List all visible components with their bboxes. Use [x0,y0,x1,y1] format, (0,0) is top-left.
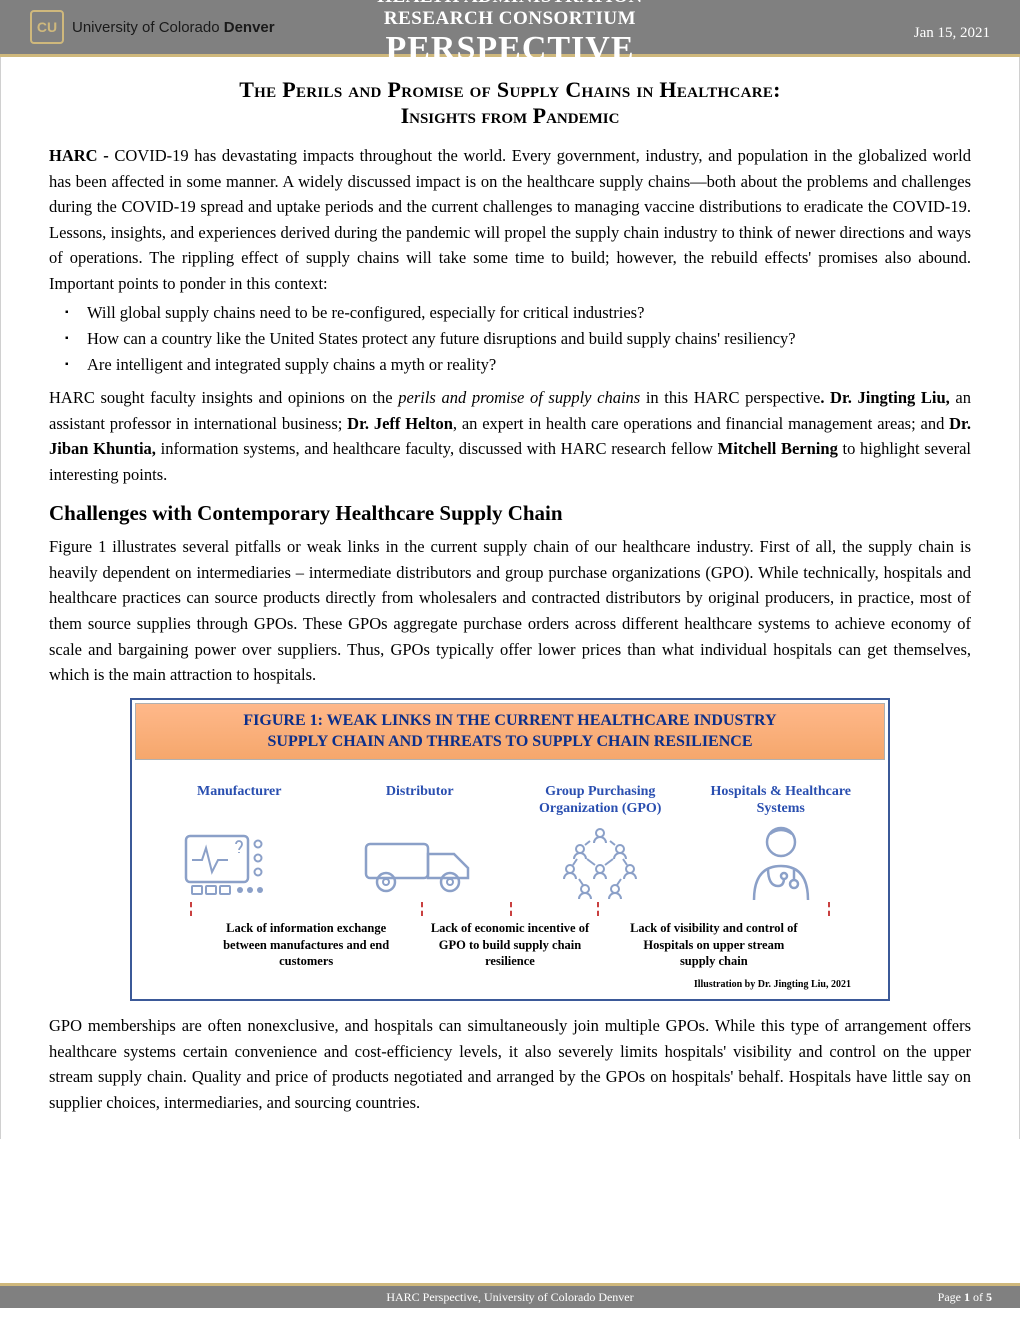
header-line2: RESEARCH CONSORTIUM [377,8,642,30]
footer-page-of: of [970,1290,986,1304]
page: CU University of Colorado Denver HEALTH … [0,0,1020,1320]
header-date: Jan 15, 2021 [914,25,990,42]
main-title: The Perils and Promise of Supply Chains … [49,77,971,103]
figure-column-labels: Manufacturer Distributor Group Purchasin… [149,784,871,818]
figure-credit: Illustration by Dr. Jingting Liu, 2021 [149,979,871,990]
logo-group: CU University of Colorado Denver [30,10,275,44]
intro-bullets: Will global supply chains need to be re-… [49,300,971,377]
intro-para2: HARC sought faculty insights and opinion… [49,385,971,487]
footer-bar: HARC Perspective, University of Colorado… [0,1286,1020,1308]
footer-page-label: Page [938,1290,964,1304]
p2-bold2: Dr. Jeff Helton [347,414,453,433]
section1-para1: Figure 1 illustrates several pitfalls or… [49,534,971,687]
truck-icon [360,827,480,902]
dash-connector-icon [828,902,830,916]
dash-connector-icon [597,902,599,916]
dash-connector-icon [510,902,512,916]
dash-connector-icon [190,902,192,916]
university-name: University of Colorado Denver [72,19,275,36]
p2-t2: , an expert in health care operations an… [453,414,949,433]
p2-bold1: . Dr. Jingting Liu, [820,388,949,407]
footer-page-total: 5 [986,1290,992,1304]
figure-title-bar: FIGURE 1: WEAK LINKS IN THE CURRENT HEAL… [135,703,885,760]
bullet-item: Will global supply chains need to be re-… [71,300,971,326]
weak-link-3-text: Lack of visibility and control of Hospit… [630,921,798,968]
figure-body: Manufacturer Distributor Group Purchasin… [135,760,885,996]
figure-1: FIGURE 1: WEAK LINKS IN THE CURRENT HEAL… [130,698,890,1002]
section1-para2: GPO memberships are often nonexclusive, … [49,1013,971,1115]
intro-para1-text: COVID-19 has devastating impacts through… [49,146,971,293]
figure-title-line1: FIGURE 1: WEAK LINKS IN THE CURRENT HEAL… [150,710,870,732]
figure-weak-links-row: Lack of information exchange between man… [149,920,871,969]
univ-bold: Denver [224,19,275,36]
bullet-item: How can a country like the United States… [71,326,971,352]
dash-connector-icon [421,902,423,916]
doctor-icon [721,827,841,902]
people-network-icon [540,827,660,902]
cu-logo-icon: CU [30,10,64,44]
intro-lead: HARC - [49,146,114,165]
footer-center-text: HARC Perspective, University of Colorado… [386,1290,633,1305]
p2-t3: information systems, and healthcare facu… [156,439,718,458]
p2-bold4: Mitchell Berning [718,439,838,458]
weak-link-1-text: Lack of information exchange between man… [223,921,389,968]
fig-label-gpo: Group Purchasing Organization (GPO) [514,784,687,818]
fig-label-hospitals: Hospitals & Healthcare Systems [694,784,867,818]
univ-prefix: University of Colorado [72,19,224,36]
figure-icons-row [149,827,871,902]
header-line3: PERSPECTIVE [377,30,642,68]
bullet-item: Are intelligent and integrated supply ch… [71,352,971,378]
fig-label-manufacturer: Manufacturer [153,784,326,818]
weak-link-3: Lack of visibility and control of Hospit… [627,920,800,969]
weak-link-2: Lack of economic incentive of GPO to bui… [423,920,596,969]
figure-title-line2: SUPPLY CHAIN AND THREATS TO SUPPLY CHAIN… [150,731,870,753]
p2-italic: perils and promise of supply chains [398,388,640,407]
p2-pre: HARC sought faculty insights and opinion… [49,388,398,407]
section-heading: Challenges with Contemporary Healthcare … [49,501,971,526]
weak-link-2-text: Lack of economic incentive of GPO to bui… [431,921,589,968]
intro-para1: HARC - COVID-19 has devastating impacts … [49,143,971,296]
monitor-icon [179,827,299,902]
fig-label-distributor: Distributor [333,784,506,818]
sub-title: Insights from Pandemic [49,103,971,129]
weak-link-1: Lack of information exchange between man… [220,920,393,969]
content-area: The Perils and Promise of Supply Chains … [0,57,1020,1139]
p2-mid: in this HARC perspective [640,388,820,407]
header-center: HEALTH ADMINISTRATION RESEARCH CONSORTIU… [377,0,642,68]
header-line1: HEALTH ADMINISTRATION [377,0,642,8]
footer-page-number: Page 1 of 5 [938,1290,992,1305]
header-bar: CU University of Colorado Denver HEALTH … [0,0,1020,54]
title-block: The Perils and Promise of Supply Chains … [49,77,971,129]
